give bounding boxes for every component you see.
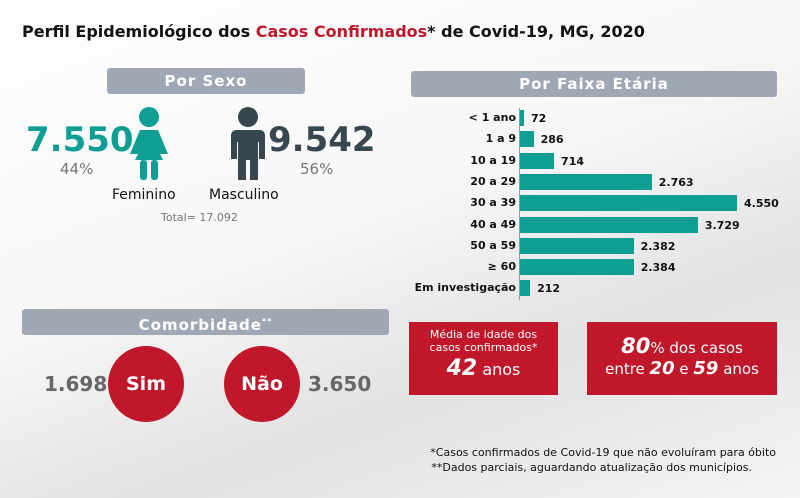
pct80-and: e [674, 360, 694, 378]
title-suffix: * de Covid-19, MG, 2020 [427, 22, 645, 41]
media-value: 42 [446, 356, 478, 381]
bar-category-label: 20 a 29 [470, 174, 516, 188]
sim-value: 1.698 [44, 372, 108, 396]
masculino-label: Masculino [209, 187, 279, 203]
bar-axis [519, 108, 520, 300]
nao-value: 3.650 [308, 372, 372, 396]
por-sexo-header: Por Sexo [107, 68, 305, 94]
bar-category-label: 50 a 59 [470, 238, 516, 252]
bar-value-label: 72 [531, 112, 547, 125]
footnote-2: **Dados parciais, aguardando atualização… [431, 461, 752, 474]
bar [520, 237, 634, 254]
bar-value-label: 2.384 [640, 261, 676, 275]
media-idade-box: Média de idade dos casos confirmados* 42… [409, 322, 558, 395]
por-faixa-header: Por Faixa Etária [411, 71, 777, 97]
bar [520, 280, 531, 297]
nao-circle: Não [224, 346, 300, 422]
bar [520, 216, 698, 233]
bar [520, 259, 634, 276]
sim-circle: Sim [108, 346, 184, 422]
pct80-from: 20 [649, 358, 675, 379]
bar-value-label: 3.729 [704, 218, 740, 232]
male-icon [231, 107, 265, 180]
bar-value-label: 286 [540, 133, 564, 147]
title-prefix: Perfil Epidemiológico dos [22, 22, 256, 41]
pct80-to: 59 [693, 358, 719, 379]
feminino-pct: 44% [60, 160, 94, 178]
bar [520, 173, 652, 190]
bar [520, 110, 524, 126]
bar-category-label: 1 a 9 [485, 132, 516, 146]
bar-value-label: 4.550 [744, 197, 779, 211]
bar-value-label: 2.763 [658, 175, 694, 189]
page-title: Perfil Epidemiológico dos Casos Confirma… [22, 22, 645, 41]
comorbidade-sup: ** [261, 317, 273, 326]
bar-category-label: 10 a 19 [470, 153, 516, 167]
bar-category-label: ≥ 60 [487, 260, 516, 274]
bar-category-label: 40 a 49 [470, 217, 516, 231]
footnote-1: *Casos confirmados de Covid-19 que não e… [430, 446, 776, 459]
media-line1: Média de idade dos [429, 328, 538, 341]
pct80-rest: % dos casos [650, 339, 743, 357]
masculino-value: 9.542 [268, 120, 376, 160]
masculino-pct: 56% [300, 160, 334, 178]
feminino-label: Feminino [112, 187, 176, 203]
bar-value-label: 2.382 [640, 239, 676, 253]
bar [520, 131, 534, 148]
title-highlight: Casos Confirmados [255, 22, 428, 41]
pct80-end: anos [718, 360, 759, 378]
comorbidade-title: Comorbidade [138, 316, 262, 334]
bar [520, 195, 737, 212]
comorbidade-header: Comorbidade** [22, 309, 389, 335]
pct80-box: 80% dos casos entre 20 e 59 anos [587, 322, 777, 395]
bar [520, 152, 555, 169]
pct80-between: entre [605, 360, 650, 378]
bar-value-label: 212 [537, 282, 561, 296]
bar-category-label: < 1 ano [468, 111, 516, 124]
pct80-value: 80 [621, 334, 651, 358]
bar-value-label: 714 [561, 154, 585, 168]
bar-category-label: Em investigação [414, 281, 516, 295]
media-unit: anos [482, 360, 521, 379]
total: Total= 17.092 [161, 211, 238, 224]
bar-category-label: 30 a 39 [470, 196, 516, 210]
media-line2: casos confirmados* [429, 341, 538, 354]
female-icon [130, 107, 168, 180]
feminino-value: 7.550 [26, 120, 134, 160]
